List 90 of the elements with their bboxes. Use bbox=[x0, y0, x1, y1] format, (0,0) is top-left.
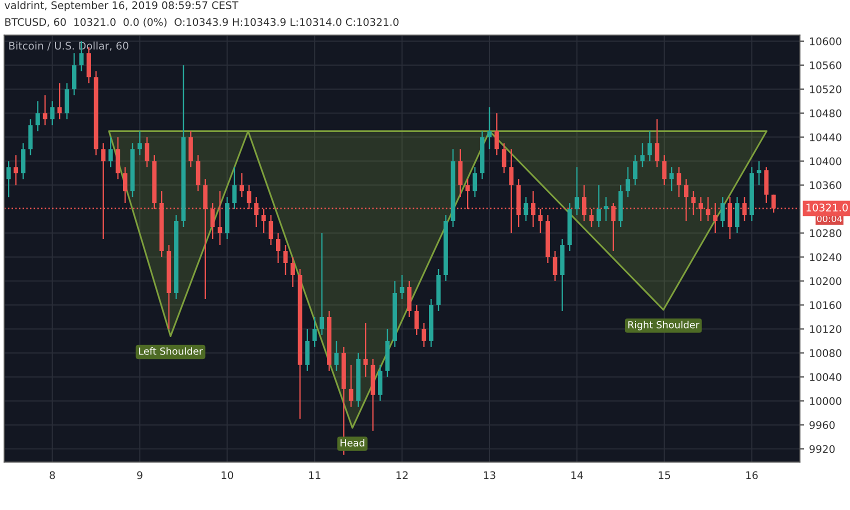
candlestick bbox=[334, 340, 339, 372]
x-tick-label: 16 bbox=[746, 471, 758, 480]
candlestick bbox=[57, 82, 62, 120]
candlestick bbox=[240, 172, 244, 198]
candlestick bbox=[458, 148, 463, 198]
candlestick bbox=[676, 166, 682, 198]
x-tick-label: 12 bbox=[396, 471, 408, 480]
y-tick-label: 9960 bbox=[810, 421, 835, 429]
candlestick bbox=[72, 52, 76, 96]
candlestick bbox=[6, 160, 11, 198]
annotation: Left Shoulder bbox=[139, 347, 203, 355]
y-tick-label: 10600 bbox=[810, 37, 842, 46]
candlestick bbox=[640, 142, 645, 168]
candlestick bbox=[268, 214, 274, 246]
candlestick bbox=[538, 208, 543, 234]
y-tick-label: 9920 bbox=[810, 445, 835, 453]
y-tick-label: 10000 bbox=[810, 397, 842, 406]
candlestick bbox=[734, 196, 740, 234]
ref-line-label: 10321.0 bbox=[806, 204, 848, 212]
candlestick bbox=[14, 154, 18, 186]
candlestick bbox=[305, 328, 310, 372]
candlestick bbox=[232, 166, 237, 210]
candlestick bbox=[28, 118, 33, 156]
candlestick bbox=[21, 142, 26, 180]
candlestick bbox=[378, 364, 382, 402]
chart-subtitle: BTCUSD, 60 10321.0 0.0 (0%) O:10343.9 H:10343.9 L:10314.0 C:10321.0 bbox=[5, 18, 399, 28]
annotation: Head bbox=[340, 438, 364, 447]
y-tick-label: 10520 bbox=[810, 85, 842, 94]
x-tick-label: 14 bbox=[571, 471, 583, 480]
y-tick-label: 10560 bbox=[810, 61, 842, 70]
y-tick-label: 10080 bbox=[810, 349, 842, 358]
candlestick bbox=[626, 166, 630, 198]
candlestick bbox=[487, 106, 492, 150]
candlestick bbox=[596, 184, 601, 228]
candlestick bbox=[633, 154, 638, 186]
y-tick-label: 10360 bbox=[810, 181, 842, 190]
y-tick-label: 10200 bbox=[810, 277, 842, 286]
candlestick bbox=[407, 280, 412, 318]
candlestick bbox=[502, 142, 506, 174]
candlestick bbox=[654, 118, 660, 168]
candlestick bbox=[414, 304, 419, 336]
candlestick bbox=[188, 130, 193, 168]
candlestick bbox=[400, 274, 404, 300]
candlestick bbox=[669, 166, 674, 192]
candlestick bbox=[348, 364, 354, 408]
candlestick bbox=[283, 244, 288, 276]
y-tick-label: 10120 bbox=[810, 325, 842, 334]
candlestick bbox=[604, 196, 608, 222]
candlestick bbox=[363, 322, 368, 378]
candlestick bbox=[64, 82, 70, 120]
text: valdrint, September 16, 2019 08:59:57 CEST bbox=[4, 1, 238, 12]
candlestick bbox=[662, 154, 667, 186]
candlestick bbox=[320, 232, 324, 336]
candlestick bbox=[108, 136, 113, 168]
candlestick bbox=[648, 130, 652, 162]
y-tick-label: 10280 bbox=[810, 229, 842, 238]
x-tick-label: 15 bbox=[658, 471, 670, 480]
y-tick-label: 10400 bbox=[810, 157, 842, 166]
x-tick-label: 11 bbox=[309, 471, 320, 480]
candlestick bbox=[713, 202, 718, 234]
x-tick-label: 10 bbox=[222, 471, 234, 480]
candlestick bbox=[574, 166, 580, 216]
candlestick bbox=[552, 250, 558, 282]
candlestick bbox=[122, 166, 128, 204]
y-tick-label: 10480 bbox=[810, 109, 842, 118]
candlestick bbox=[144, 136, 150, 168]
candlestick bbox=[756, 160, 762, 186]
candlestick bbox=[50, 100, 55, 126]
x-tick-label: 8 bbox=[50, 471, 55, 480]
y-tick-label: 10040 bbox=[810, 373, 842, 382]
candlestick bbox=[422, 322, 426, 348]
candlestick bbox=[720, 196, 725, 228]
y-tick-label: 10160 bbox=[810, 301, 842, 310]
candlestick bbox=[138, 130, 142, 156]
candlestick bbox=[196, 154, 200, 192]
candlestick bbox=[524, 196, 528, 222]
candlestick bbox=[276, 232, 280, 264]
candlestick bbox=[42, 94, 48, 126]
candlestick bbox=[116, 136, 120, 180]
y-tick-label: 10240 bbox=[810, 253, 842, 262]
y-tick-label: 10440 bbox=[810, 133, 842, 142]
annotation: Right Shoulder bbox=[628, 320, 700, 330]
x-tick-label: 13 bbox=[484, 471, 496, 480]
candlestick bbox=[290, 256, 295, 288]
candlestick bbox=[589, 208, 594, 228]
candlestick bbox=[36, 100, 40, 132]
candlestick bbox=[312, 316, 317, 348]
x-tick-label: 9 bbox=[137, 471, 142, 480]
candlestick bbox=[494, 112, 499, 156]
candlestick bbox=[472, 166, 478, 198]
